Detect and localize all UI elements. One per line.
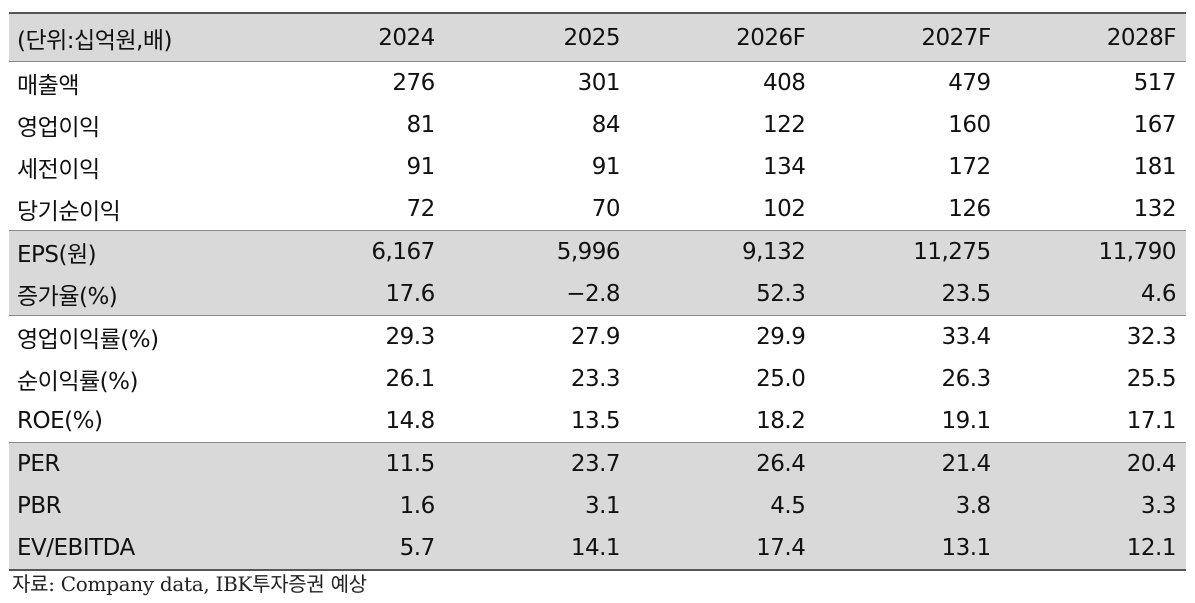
table-cell: 18.2 xyxy=(756,408,806,434)
row-label: PER xyxy=(17,451,60,477)
table-cell: 91 xyxy=(406,154,435,180)
table-cell: 4.6 xyxy=(1140,281,1177,307)
table-cell: 26.4 xyxy=(756,451,806,477)
table-row: PER 11.5 23.7 26.4 21.4 20.4 xyxy=(9,442,1186,485)
table-cell: 20.4 xyxy=(1126,451,1177,477)
row-label: EPS(원) xyxy=(17,242,97,268)
table-cell: 9,132 xyxy=(742,239,806,265)
table-cell: 6,167 xyxy=(371,239,435,265)
table-cell: 517 xyxy=(1133,70,1177,96)
table-cell: 172 xyxy=(948,154,991,180)
year-header: 2024 xyxy=(378,24,435,51)
row-label: 매출액 xyxy=(17,73,79,99)
table-row: ROE(%) 14.8 13.5 18.2 19.1 17.1 xyxy=(9,400,1186,443)
row-label: 영업이익률(%) xyxy=(17,327,159,353)
table-cell: 11,790 xyxy=(1098,239,1177,265)
table-cell: 17.6 xyxy=(385,281,436,307)
table-cell: 70 xyxy=(591,196,621,222)
table-row: 당기순이익 72 70 102 126 132 xyxy=(9,188,1186,231)
table-cell: 479 xyxy=(948,70,991,96)
table-cell: 81 xyxy=(406,112,435,138)
table-cell: 126 xyxy=(948,196,991,222)
table-cell: 11.5 xyxy=(385,451,436,477)
table-row: 영업이익 81 84 122 160 167 xyxy=(9,104,1186,146)
table-cell: 134 xyxy=(762,154,806,180)
row-label: 세전이익 xyxy=(17,157,100,183)
table-cell: 3.1 xyxy=(584,493,621,519)
table-cell: 72 xyxy=(406,196,435,222)
table-header-row: (단위:십억원,배) 2024 2025 2026F 2027F 2028F xyxy=(9,13,1186,62)
table-cell: 17.4 xyxy=(756,535,806,561)
table-cell: 23.7 xyxy=(570,451,621,477)
table-cell: 25.5 xyxy=(1126,366,1177,392)
table-row: EPS(원) 6,167 5,996 9,132 11,275 11,790 xyxy=(9,230,1186,273)
financial-summary-table: (단위:십억원,배) 2024 2025 2026F 2027F 2028F 매… xyxy=(9,12,1186,571)
year-header: 2028F xyxy=(1106,24,1177,51)
table-cell: 408 xyxy=(762,70,806,96)
table-cell: −2.8 xyxy=(566,281,621,307)
financial-summary-table-container: (단위:십억원,배) 2024 2025 2026F 2027F 2028F 매… xyxy=(9,12,1186,571)
table-cell: 26.1 xyxy=(385,366,436,392)
table-cell: 276 xyxy=(392,70,435,96)
table-cell: 29.3 xyxy=(385,324,436,350)
table-cell: 21.4 xyxy=(941,451,991,477)
table-row: 증가율(%) 17.6 −2.8 52.3 23.5 4.6 xyxy=(9,273,1186,316)
table-cell: 91 xyxy=(591,154,621,180)
table-cell: 14.1 xyxy=(570,535,621,561)
row-label: 증가율(%) xyxy=(17,284,118,310)
table-row: EV/EBITDA 5.7 14.1 17.4 13.1 12.1 xyxy=(9,527,1186,570)
table-row: 순이익률(%) 26.1 23.3 25.0 26.3 25.5 xyxy=(9,358,1186,400)
table-row: 영업이익률(%) 29.3 27.9 29.9 33.4 32.3 xyxy=(9,315,1186,359)
table-cell: 13.1 xyxy=(941,535,991,561)
table-cell: 5,996 xyxy=(556,239,621,265)
table-cell: 23.3 xyxy=(570,366,621,392)
table-cell: 14.8 xyxy=(385,408,436,434)
table-cell: 17.1 xyxy=(1126,408,1177,434)
table-row: PBR 1.6 3.1 4.5 3.8 3.3 xyxy=(9,485,1186,527)
table-cell: 29.9 xyxy=(756,324,806,350)
table-cell: 301 xyxy=(577,70,621,96)
table-cell: 32.3 xyxy=(1126,324,1177,350)
table-row: 세전이익 91 91 134 172 181 xyxy=(9,146,1186,188)
table-cell: 19.1 xyxy=(941,408,991,434)
table-cell: 1.6 xyxy=(399,493,436,519)
table-cell: 3.3 xyxy=(1140,493,1177,519)
year-header: 2026F xyxy=(736,24,806,51)
table-cell: 181 xyxy=(1133,154,1177,180)
table-cell: 3.8 xyxy=(955,493,992,519)
table-cell: 52.3 xyxy=(756,281,806,307)
year-header: 2025 xyxy=(563,24,621,51)
table-cell: 26.3 xyxy=(941,366,991,392)
year-header: 2027F xyxy=(921,24,991,51)
row-label: PBR xyxy=(17,493,62,519)
table-cell: 25.0 xyxy=(756,366,806,392)
row-label: ROE(%) xyxy=(17,408,103,434)
table-cell: 160 xyxy=(948,112,991,138)
row-label: EV/EBITDA xyxy=(17,535,135,561)
table-cell: 11,275 xyxy=(913,239,991,265)
table-cell: 33.4 xyxy=(941,324,991,350)
table-cell: 167 xyxy=(1133,112,1177,138)
table-cell: 27.9 xyxy=(570,324,621,350)
row-label: 당기순이익 xyxy=(17,199,121,225)
table-cell: 102 xyxy=(762,196,806,222)
source-note: 자료: Company data, IBK투자증권 예상 xyxy=(12,572,367,596)
table-cell: 23.5 xyxy=(941,281,991,307)
table-cell: 122 xyxy=(762,112,806,138)
table-cell: 4.5 xyxy=(770,493,806,519)
table-cell: 13.5 xyxy=(570,408,621,434)
table-row: 매출액 276 301 408 479 517 xyxy=(9,62,1186,105)
row-label: 순이익률(%) xyxy=(17,369,138,395)
table-cell: 132 xyxy=(1133,196,1177,222)
unit-label: (단위:십억원,배) xyxy=(17,27,172,54)
table-cell: 12.1 xyxy=(1126,535,1177,561)
table-cell: 84 xyxy=(591,112,621,138)
table-cell: 5.7 xyxy=(399,535,436,561)
row-label: 영업이익 xyxy=(17,115,100,141)
